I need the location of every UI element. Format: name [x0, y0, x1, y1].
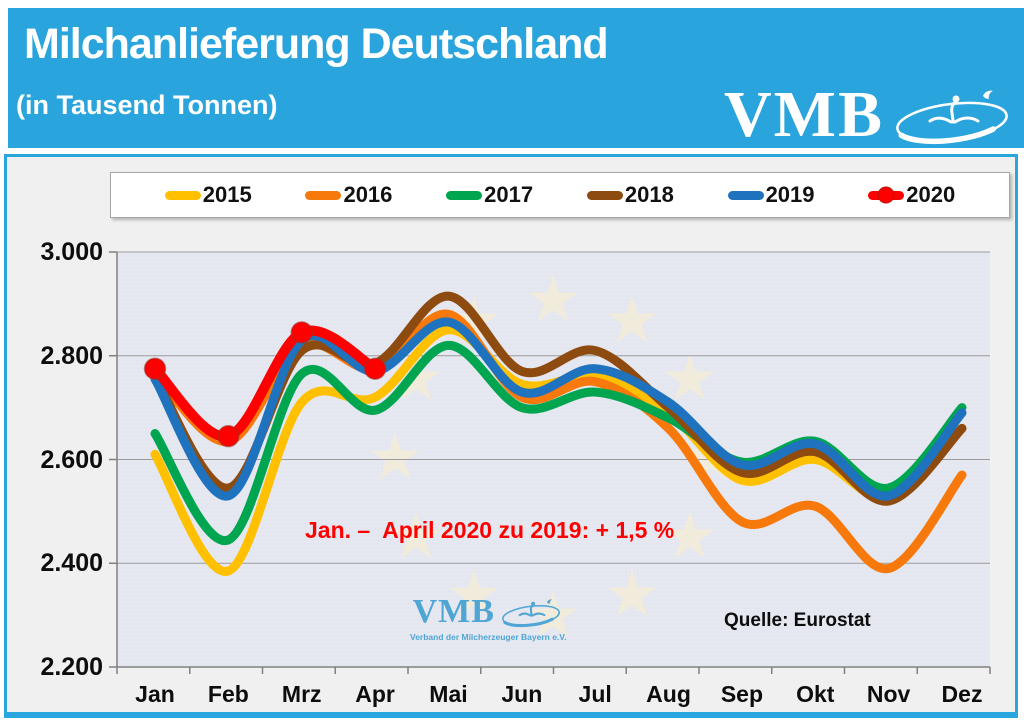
legend-swatch-2019 [727, 190, 764, 200]
legend-item-2019: 2019 [727, 182, 815, 208]
legend-label: 2020 [906, 182, 956, 207]
legend-label: 2018 [624, 182, 674, 207]
page-subtitle: (in Tausend Tonnen) [16, 90, 278, 120]
chart-legend: 2015 2016 2017 2018 2019 2020 [110, 172, 1010, 218]
y-axis-label: 2.400 [40, 549, 103, 578]
vmb-logo: VMB [724, 78, 1016, 151]
legend-swatch-2016 [305, 190, 342, 200]
legend-swatch-2015 [164, 190, 201, 200]
y-axis-label: 2.600 [40, 445, 103, 474]
legend-swatch-2018 [586, 190, 623, 200]
vmb-watermark-text: VMB [412, 593, 495, 630]
vmb-logo-text: VMB [724, 78, 884, 151]
legend-label: 2016 [343, 182, 393, 207]
chart-panel: ★ ★ ★ ★ ★ ★ ★ ★ ★ ★ ★ ★ 2015 2016 2017 2018 2019 20… [4, 154, 1018, 718]
x-axis-label: Aug [646, 681, 691, 707]
x-axis-label: Nov [866, 681, 911, 707]
legend-swatch-2020 [868, 186, 905, 204]
legend-item-2016: 2016 [305, 182, 392, 208]
x-axis-label: Jun [501, 681, 543, 707]
x-axis-label: Dez [941, 681, 983, 707]
x-axis-label: Mrz [281, 681, 322, 707]
legend-label: 2019 [765, 182, 815, 207]
svg-text:★: ★ [661, 500, 718, 572]
legend-item-2015: 2015 [164, 182, 252, 208]
y-axis-label: 2.800 [40, 341, 103, 370]
x-axis-label: Jul [578, 681, 612, 707]
legend-marker-dot [877, 186, 895, 204]
x-axis-label: Apr [355, 681, 395, 707]
svg-text:★: ★ [366, 421, 423, 493]
x-axis-label: Okt [796, 681, 835, 707]
header: Milchanlieferung Deutschland (in Tausend… [8, 8, 1024, 148]
svg-text:★: ★ [603, 284, 660, 356]
y-axis-label: 3.000 [40, 238, 103, 266]
comparison-annotation: Jan. – April 2020 zu 2019: + 1,5 % [305, 517, 675, 543]
legend-swatch-2017 [446, 190, 483, 200]
source-note: Quelle: Eurostat [724, 610, 871, 631]
vmb-watermark-org: Verband der Milcherzeuger Bayern e.V. [410, 632, 567, 642]
x-axis-label: Sep [720, 681, 763, 707]
legend-label: 2015 [202, 182, 252, 207]
svg-text:★: ★ [445, 558, 502, 630]
vmb-watermark-icon [501, 599, 560, 628]
y-axis-label: 2.200 [40, 653, 103, 681]
svg-text:★: ★ [603, 558, 660, 630]
legend-item-2020: 2020 [868, 182, 955, 208]
x-axis-label: Feb [207, 681, 249, 707]
legend-item-2017: 2017 [446, 182, 533, 208]
vmb-logo-icon [896, 90, 1008, 145]
page-title: Milchanlieferung Deutschland [24, 20, 609, 68]
svg-text:★: ★ [524, 263, 581, 335]
x-axis-label: Mai [429, 681, 468, 707]
legend-item-2018: 2018 [586, 182, 674, 208]
svg-text:★: ★ [387, 500, 444, 572]
legend-label: 2017 [484, 182, 534, 207]
x-axis-label: Jan [135, 681, 175, 707]
vmb-watermark: VMB Verband der Milcherzeuger Baye [410, 593, 567, 642]
